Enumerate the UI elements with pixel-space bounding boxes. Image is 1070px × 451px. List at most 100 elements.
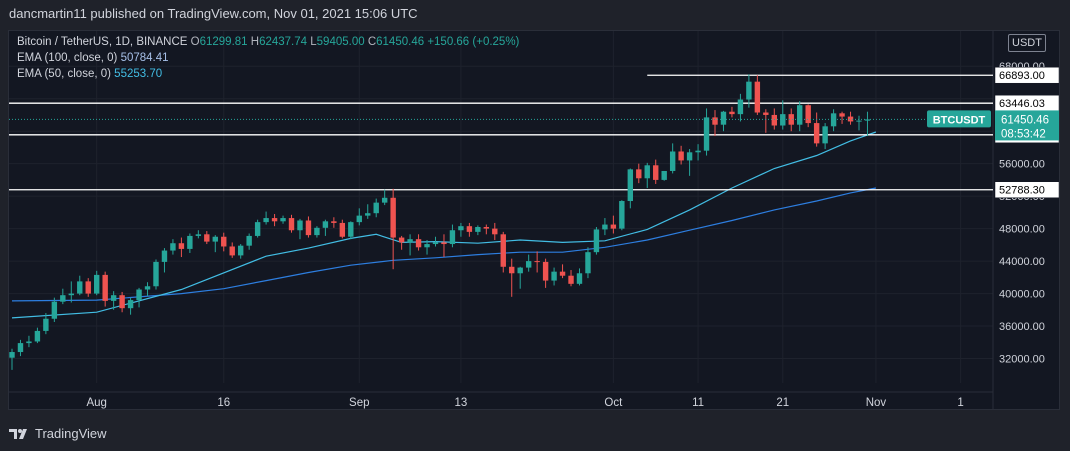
candle-body (339, 222, 346, 237)
candle-body (830, 113, 837, 127)
candle-body (805, 105, 811, 124)
chart-legend: Bitcoin / TetherUS, 1D, BINANCE O61299.8… (17, 34, 519, 82)
candle-body (187, 235, 193, 249)
footer-brand: TradingView (9, 426, 107, 441)
ohlc-high-label: H (250, 36, 260, 48)
ema50-label: EMA (50, close, 0) (17, 68, 111, 80)
candle-body (720, 111, 727, 125)
candle-body (178, 243, 185, 249)
y-axis-tick-label: 56000.00 (999, 159, 1045, 171)
x-axis-tick-label: Aug (86, 397, 106, 409)
last-price-label: 61450.46 (1001, 114, 1049, 126)
y-axis-tick-label: 44000.00 (999, 256, 1045, 268)
candle-body (449, 230, 456, 245)
candle-body (644, 165, 650, 179)
symbol-badge-box[interactable] (927, 110, 991, 128)
candle-body (297, 220, 303, 231)
candle-body (161, 250, 168, 262)
candle-body (26, 341, 32, 344)
candle-body (636, 169, 642, 179)
candle-body (237, 245, 244, 256)
candle-body (703, 117, 710, 151)
price-line-label: 66893.00 (999, 70, 1045, 82)
candle-body (195, 234, 202, 236)
price-chart[interactable]: 32000.00 36000.00 40000.00 44000.00 48000.00… (9, 31, 1060, 410)
candle-body (288, 218, 295, 231)
candle-body (60, 295, 66, 302)
price-line-label-box (994, 181, 1059, 198)
candle-body (348, 222, 354, 237)
candle-body (627, 169, 634, 202)
candle-body (85, 281, 91, 294)
candle-body (856, 120, 862, 122)
candle-body (221, 236, 227, 247)
ema50-line (11, 131, 877, 319)
candle-body (712, 117, 718, 125)
candle-body (509, 266, 515, 274)
candle-body (144, 286, 151, 290)
candle-body (153, 261, 159, 287)
candle-body (839, 113, 845, 117)
y-axis-tick-label: 32000.00 (999, 354, 1045, 366)
candle-body (204, 234, 210, 242)
ema50-value: 55253.70 (114, 68, 163, 80)
x-axis-tick-label: Oct (604, 397, 623, 409)
candle-body (212, 236, 218, 242)
candle-body (763, 112, 769, 115)
footer-brand-name: TradingView (35, 426, 107, 441)
candle-body (365, 213, 371, 216)
symbol-legend-row[interactable]: Bitcoin / TetherUS, 1D, BINANCE O61299.8… (17, 34, 519, 50)
publisher-text: dancmartin11 published on TradingView.co… (9, 6, 418, 21)
currency-button[interactable]: USDT (1008, 34, 1046, 52)
candle-body (43, 318, 49, 331)
candle-body (551, 271, 557, 281)
candle-body (568, 275, 574, 284)
ema100-legend-row[interactable]: EMA (100, close, 0) 50784.41 (17, 50, 519, 66)
candle-body (356, 215, 362, 223)
chart-frame[interactable]: 32000.00 36000.00 40000.00 44000.00 48000.00… (8, 30, 1060, 410)
ema100-line (11, 187, 877, 302)
symbol-badge[interactable]: BTCUSDT (933, 114, 986, 126)
countdown-label: 08:53:42 (1001, 128, 1046, 140)
candle-body (170, 243, 176, 251)
x-axis-tick-label: Nov (866, 397, 887, 409)
candle-body (593, 229, 600, 253)
candle-body (17, 343, 24, 353)
candle-body (780, 114, 786, 126)
candle-body (542, 261, 549, 281)
candle-body (424, 244, 430, 248)
candle-body (398, 237, 405, 243)
candle-body (110, 295, 117, 301)
candle-body (119, 295, 125, 309)
candle-body (458, 226, 464, 231)
x-axis-tick-label: 16 (217, 397, 230, 409)
candle-body (407, 239, 413, 243)
candle-body (737, 99, 744, 115)
candle-body (9, 352, 15, 358)
candle-body (51, 301, 58, 319)
candle-body (475, 226, 481, 232)
candle-body (34, 330, 41, 342)
candle-body (864, 119, 871, 121)
candle-body (847, 116, 854, 122)
candle-body (729, 111, 735, 115)
candle-body (788, 114, 794, 125)
price-line-label: 63446.03 (999, 98, 1045, 110)
candle-body (525, 261, 532, 268)
candle-body (754, 81, 761, 113)
candle-body (127, 300, 134, 309)
ohlc-high: 62437.74 (259, 36, 308, 48)
ema50-legend-row[interactable]: EMA (50, close, 0) 55253.70 (17, 66, 519, 82)
candle-body (77, 281, 83, 294)
candle-body (534, 261, 540, 263)
candle-body (695, 150, 701, 153)
ohlc-change: +150.66 (+0.25%) (427, 36, 520, 48)
candle-body (390, 197, 396, 238)
ohlc-open: 61299.81 (199, 36, 248, 48)
ohlc-low: 59405.00 (316, 36, 365, 48)
y-axis-tick-label: 48000.00 (999, 224, 1045, 236)
candle-body (619, 201, 625, 229)
ema100-label: EMA (100, close, 0) (17, 52, 118, 64)
x-axis-tick-label: 13 (455, 397, 468, 409)
candle-body (678, 151, 684, 161)
